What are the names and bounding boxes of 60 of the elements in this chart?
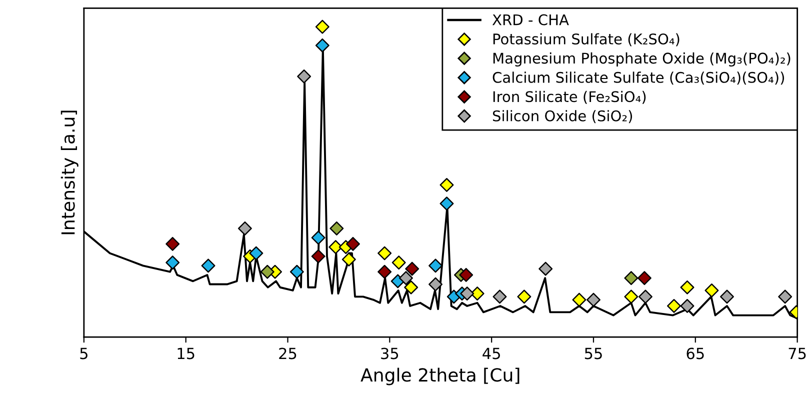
point	[398, 271, 413, 286]
point	[440, 178, 454, 192]
legend-label: Potassium Sulfate (K₂SO₄)	[493, 33, 680, 46]
point	[201, 258, 216, 273]
point	[297, 69, 312, 84]
point	[624, 271, 638, 286]
point	[572, 292, 586, 307]
legend-label: Calcium Silicate Sulfate (Ca₃(SiO₄)(SO₄))	[492, 72, 784, 85]
point	[680, 298, 694, 313]
point	[166, 236, 180, 251]
point	[290, 264, 304, 279]
x-axis-title: Angle 2theta [Cu]	[360, 368, 520, 386]
point	[330, 221, 344, 236]
x-tick-label: 5	[80, 348, 88, 360]
point	[720, 290, 734, 304]
x-tick-label: 25	[279, 348, 296, 360]
legend-label: Silicon Oxide (SiO₂)	[492, 110, 632, 124]
point	[680, 280, 694, 294]
point	[538, 262, 553, 276]
x-tick-label: 35	[381, 348, 398, 360]
point	[778, 290, 792, 304]
legend-label: XRD - CHA	[492, 14, 569, 26]
point	[378, 246, 392, 260]
point	[428, 258, 443, 273]
legend-label: Iron Silicate (Fe₂SiO₄)	[493, 90, 646, 104]
point	[404, 280, 418, 294]
point	[346, 236, 360, 251]
y-axis-title: Intensity [a.u]	[60, 110, 78, 234]
point	[311, 249, 326, 264]
point	[238, 221, 252, 236]
point	[249, 246, 264, 260]
x-tick-label: 65	[686, 348, 704, 360]
point	[315, 20, 330, 34]
x-tick-label: 45	[482, 348, 500, 360]
point	[704, 283, 719, 298]
point	[405, 262, 420, 276]
point	[315, 38, 330, 52]
point	[260, 264, 274, 279]
point	[637, 271, 652, 286]
point	[586, 292, 600, 307]
point	[667, 298, 681, 313]
x-tick-label: 15	[178, 348, 194, 360]
point	[440, 196, 454, 211]
point	[638, 290, 652, 304]
point	[624, 290, 638, 304]
point	[428, 277, 443, 292]
point	[378, 264, 392, 279]
point	[311, 230, 326, 245]
point	[392, 256, 406, 270]
x-tick-label: 55	[584, 348, 602, 360]
point	[517, 290, 532, 304]
legend-label: Magnesium Phosphate Oxide (Mg₃(PO₄)₂)	[493, 52, 790, 67]
x-tick-label: 75	[788, 348, 806, 360]
point	[166, 256, 180, 270]
point	[342, 252, 356, 266]
point	[492, 290, 507, 304]
point	[470, 286, 484, 301]
point	[328, 240, 343, 254]
point	[459, 268, 474, 282]
point	[460, 286, 474, 301]
